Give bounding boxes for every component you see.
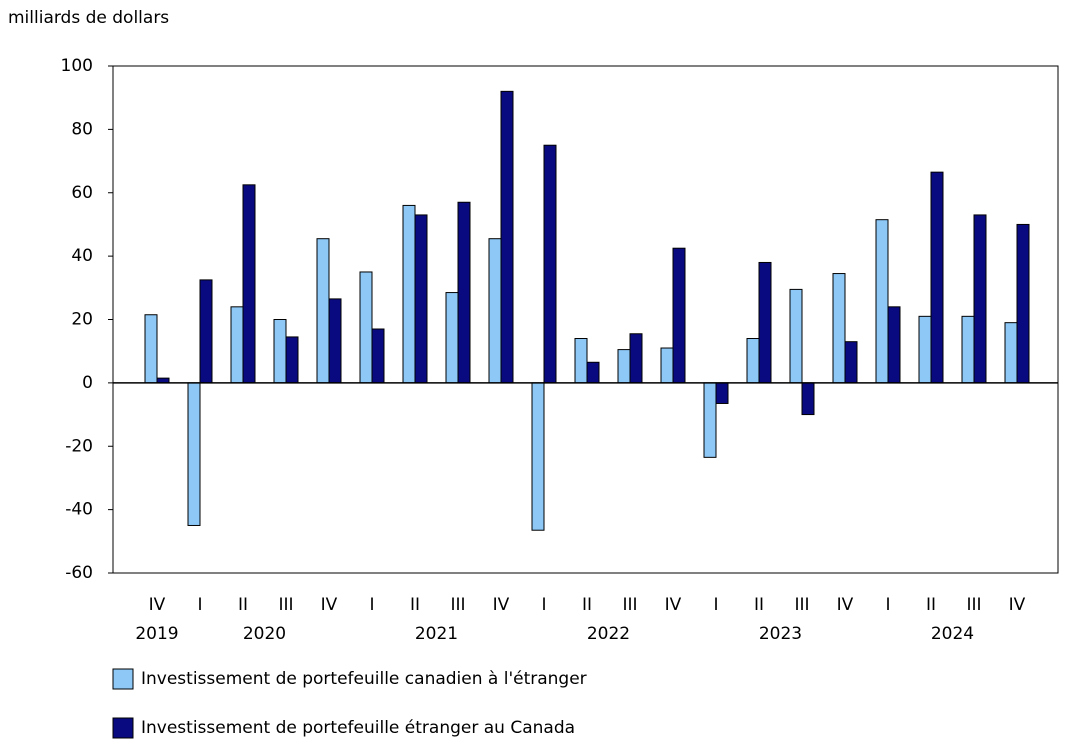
x-tick-label: II xyxy=(238,595,248,615)
bar xyxy=(273,319,287,384)
year-label: 2021 xyxy=(415,624,458,644)
bar xyxy=(500,90,514,384)
bar xyxy=(832,273,846,384)
bar xyxy=(328,298,342,384)
x-tick-label: IV xyxy=(493,595,510,615)
y-tick-label: 40 xyxy=(71,246,93,266)
bar xyxy=(672,247,686,384)
x-tick-label: III xyxy=(278,595,293,615)
bar xyxy=(715,382,729,404)
bar xyxy=(488,238,502,384)
bar xyxy=(930,171,944,384)
x-tick-label: II xyxy=(754,595,764,615)
year-label: 2022 xyxy=(587,624,630,644)
x-tick-label: III xyxy=(794,595,809,615)
bar xyxy=(801,382,815,416)
y-tick-label: 60 xyxy=(71,183,93,203)
bar xyxy=(746,338,760,384)
bar xyxy=(660,347,674,384)
x-tick-label: IV xyxy=(837,595,854,615)
year-label: 2019 xyxy=(135,624,178,644)
bar xyxy=(703,382,717,458)
bar xyxy=(1004,322,1018,384)
year-label: 2023 xyxy=(759,624,802,644)
x-tick-label: III xyxy=(622,595,637,615)
x-tick-label: III xyxy=(450,595,465,615)
x-tick-label: IV xyxy=(1009,595,1026,615)
x-tick-label: IV xyxy=(321,595,338,615)
bar xyxy=(789,288,803,384)
bar xyxy=(242,184,256,384)
y-tick-label: 0 xyxy=(82,373,93,393)
x-tick-label: II xyxy=(410,595,420,615)
bar xyxy=(414,214,428,384)
bar xyxy=(543,144,557,384)
bar xyxy=(629,333,643,384)
bar xyxy=(371,328,385,384)
bar xyxy=(973,214,987,384)
bar xyxy=(316,238,330,384)
y-tick-label: 100 xyxy=(61,56,93,76)
x-tick-label: II xyxy=(582,595,592,615)
x-tick-label: I xyxy=(713,595,718,615)
legend-label: Investissement de portefeuille étranger … xyxy=(141,718,575,738)
bar xyxy=(617,349,631,384)
bar xyxy=(144,314,158,384)
bar xyxy=(230,306,244,384)
x-tick-label: III xyxy=(966,595,981,615)
bar xyxy=(1016,223,1030,384)
year-label: 2020 xyxy=(243,624,286,644)
y-tick-label: -60 xyxy=(65,563,93,583)
x-tick-label: II xyxy=(926,595,936,615)
x-tick-label: I xyxy=(369,595,374,615)
bar xyxy=(445,292,459,384)
x-tick-label: I xyxy=(197,595,202,615)
y-tick-label: -20 xyxy=(65,436,93,456)
bar xyxy=(887,306,901,384)
x-tick-label: IV xyxy=(665,595,682,615)
y-tick-label: 20 xyxy=(71,310,93,330)
bar xyxy=(359,271,373,384)
bar xyxy=(199,279,213,384)
bar xyxy=(918,315,932,384)
y-tick-label: -40 xyxy=(65,500,93,520)
bar xyxy=(285,336,299,384)
bar xyxy=(574,338,588,384)
bar xyxy=(457,201,471,384)
x-tick-label: I xyxy=(541,595,546,615)
legend-label: Investissement de portefeuille canadien … xyxy=(141,669,587,689)
legend-swatch xyxy=(112,717,134,739)
bar xyxy=(402,204,416,384)
bar xyxy=(758,261,772,384)
bar xyxy=(875,219,889,384)
bar xyxy=(531,382,545,531)
bar xyxy=(961,315,975,384)
x-tick-label: IV xyxy=(149,595,166,615)
y-tick-label: 80 xyxy=(71,119,93,139)
bar xyxy=(187,382,201,526)
bar xyxy=(586,361,600,384)
legend-swatch xyxy=(112,668,134,690)
year-label: 2024 xyxy=(931,624,974,644)
bar xyxy=(844,341,858,384)
x-tick-label: I xyxy=(885,595,890,615)
y-axis-label: milliards de dollars xyxy=(8,8,169,28)
